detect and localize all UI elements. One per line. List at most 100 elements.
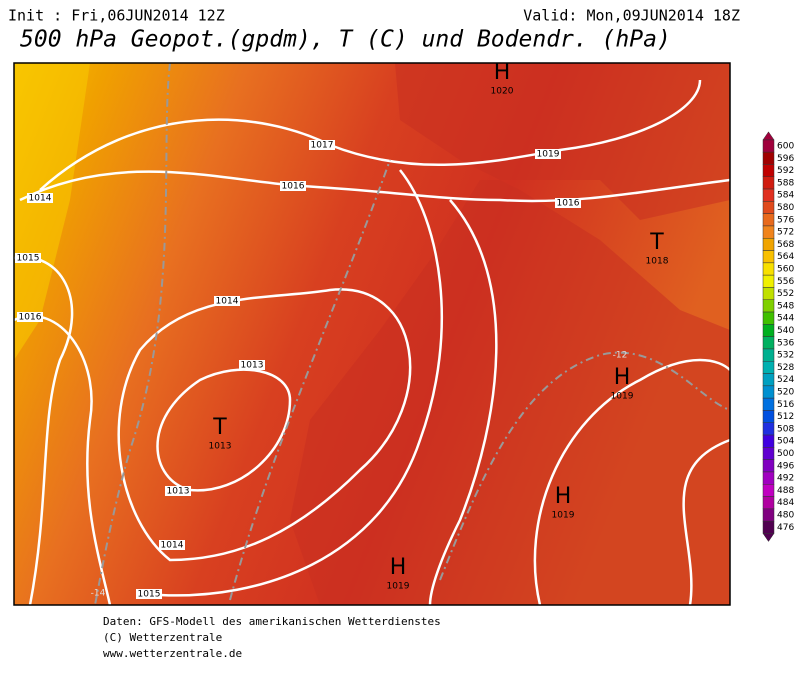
colorbar-swatch — [762, 213, 775, 227]
colorbar: 600 596 592 588 584 580 576 572 568 564 560 556 552 5… — [762, 131, 794, 542]
colorbar-label: 524 — [777, 375, 794, 385]
colorbar-label: 508 — [777, 424, 794, 434]
isobar-label: 1014 — [29, 194, 52, 204]
colorbar-swatch — [762, 176, 775, 190]
colorbar-label: 528 — [777, 363, 794, 373]
colorbar-label: 500 — [777, 449, 794, 459]
colorbar-swatch — [762, 336, 775, 350]
colorbar-label: 516 — [777, 400, 794, 410]
footer-line: www.wetterzentrale.de — [103, 647, 242, 660]
colorbar-swatch — [762, 397, 775, 411]
colorbar-swatch — [762, 471, 775, 485]
colorbar-label: 520 — [777, 388, 794, 398]
colorbar-label: 548 — [777, 301, 794, 311]
colorbar-swatch — [762, 373, 775, 387]
pressure-center-symbol: H — [555, 484, 572, 509]
isobar-label-bg — [15, 253, 41, 263]
colorbar-label: 544 — [777, 314, 794, 324]
pressure-center-value: 1019 — [552, 511, 575, 521]
isobar-label-bg — [555, 198, 581, 208]
isobar-label: 1019 — [537, 150, 560, 160]
isobar-label-bg — [214, 296, 240, 306]
footer-line: (C) Wetterzentrale — [103, 631, 222, 644]
colorbar-swatch — [762, 188, 775, 202]
isobar-label: 1013 — [167, 487, 190, 497]
colorbar-label: 592 — [777, 166, 794, 176]
colorbar-swatch — [762, 348, 775, 362]
map-title: 500 hPa Geopot.(gpdm), T (C) und Bodendr… — [20, 27, 671, 53]
colorbar-swatch — [762, 311, 775, 325]
isobar-label-bg — [17, 312, 43, 322]
colorbar-swatch — [762, 496, 775, 510]
colorbar-swatch — [762, 201, 775, 214]
colorbar-label: 484 — [777, 498, 794, 508]
colorbar-label: 564 — [777, 252, 794, 262]
colorbar-label: 504 — [777, 437, 794, 447]
colorbar-label: 492 — [777, 474, 794, 484]
colorbar-bottom-arrow — [762, 533, 775, 542]
pressure-center-value: 1013 — [209, 442, 232, 452]
colorbar-label: 480 — [777, 511, 794, 521]
colorbar-label: 476 — [777, 523, 794, 533]
temperature-label: -14 — [91, 589, 106, 599]
temperature-label: -12 — [613, 351, 628, 361]
isobar-label: 1016 — [282, 182, 305, 192]
valid-time: Valid: Mon,09JUN2014 18Z — [523, 7, 740, 25]
isobar-label: 1014 — [216, 297, 239, 307]
colorbar-swatch — [762, 151, 775, 165]
colorbar-swatch — [762, 385, 775, 399]
pressure-center-value: 1019 — [387, 582, 410, 592]
colorbar-label: 596 — [777, 154, 794, 164]
colorbar-label: 536 — [777, 338, 794, 348]
isobar-label-bg — [535, 149, 561, 159]
colorbar-label: 560 — [777, 265, 794, 275]
colorbar-label: 512 — [777, 412, 794, 422]
colorbar-label: 576 — [777, 215, 794, 225]
colorbar-label: 584 — [777, 191, 794, 201]
cool-zone — [14, 63, 90, 360]
colorbar-label: 580 — [777, 203, 794, 213]
colorbar-label: 588 — [777, 178, 794, 188]
colorbar-label: 572 — [777, 228, 794, 238]
isobar-label-bg — [136, 589, 162, 599]
colorbar-swatch — [762, 225, 775, 239]
isobar-label: 1016 — [557, 199, 580, 209]
isobar-label: 1013 — [241, 361, 264, 371]
isobar-label: 1014 — [161, 541, 184, 551]
colorbar-swatch — [762, 299, 775, 313]
isobar-label: 1015 — [138, 590, 161, 600]
colorbar-swatch — [762, 508, 775, 522]
colorbar-swatch — [762, 287, 775, 301]
isobar-label-bg — [27, 193, 53, 203]
colorbar-swatch — [762, 164, 775, 177]
colorbar-swatch — [762, 274, 775, 288]
colorbar-swatch — [762, 520, 775, 534]
pressure-center-value: 1018 — [646, 257, 669, 267]
init-time: Init : Fri,06JUN2014 12Z — [8, 7, 225, 25]
colorbar-swatch — [762, 447, 775, 460]
pressure-center-symbol: H — [390, 555, 407, 580]
footer-line: Daten: GFS-Modell des amerikanischen Wet… — [103, 615, 441, 628]
isobars — [13, 79, 731, 606]
colorbar-label: 532 — [777, 351, 794, 361]
pressure-center-value: 1019 — [611, 392, 634, 402]
colorbar-swatch — [762, 422, 775, 436]
isobar-label: 1017 — [311, 141, 334, 151]
isobar-label: 1016 — [19, 313, 42, 323]
colorbar-top-arrow — [762, 131, 775, 141]
pressure-center-symbol: H — [494, 60, 511, 85]
colorbar-swatch — [762, 434, 775, 448]
colorbar-label: 552 — [777, 289, 794, 299]
colorbar-label: 600 — [777, 142, 794, 152]
isobar-label-bg — [159, 540, 185, 550]
isobar-label-bg — [165, 486, 191, 496]
pressure-center-symbol: T — [212, 415, 227, 440]
colorbar-swatch — [762, 139, 775, 153]
pressure-center-value: 1020 — [491, 87, 514, 97]
isobar-label-bg — [239, 360, 265, 370]
colorbar-label: 556 — [777, 277, 794, 287]
colorbar-label: 488 — [777, 486, 794, 496]
colorbar-swatch — [762, 459, 775, 473]
temperature-lines — [94, 62, 731, 606]
